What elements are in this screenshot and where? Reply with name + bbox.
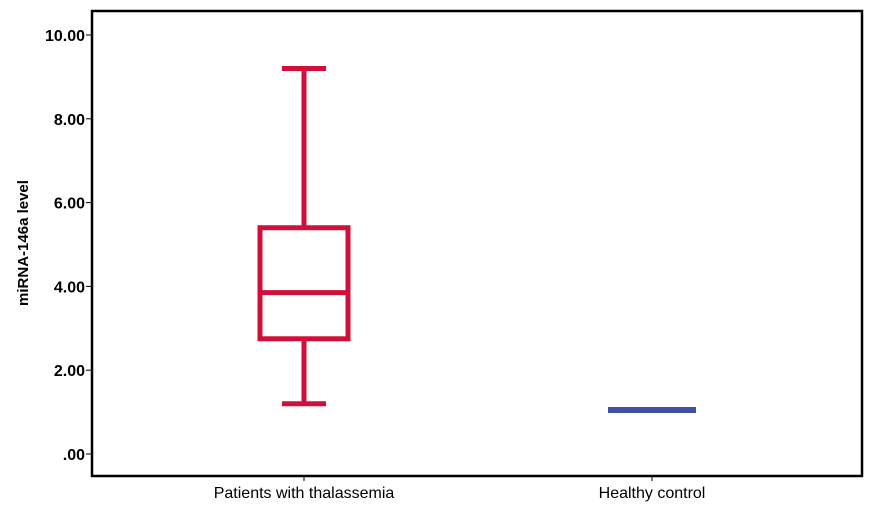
y-axis-title: miRNA-146a level — [15, 180, 32, 306]
box-series — [257, 66, 696, 414]
plot-frame — [90, 9, 864, 478]
x-category-label: Patients with thalassemia — [214, 485, 395, 502]
iqr-box — [257, 225, 351, 342]
x-axis-category-labels: Patients with thalassemia Healthy control — [214, 476, 706, 502]
y-axis-ticks: .00 2.00 4.00 6.00 8.00 10.00 — [45, 28, 92, 464]
y-tick-label: 10.00 — [45, 28, 85, 45]
y-tick-label: 6.00 — [54, 196, 85, 213]
y-tick-label: 8.00 — [54, 112, 85, 129]
box-patients — [257, 66, 351, 407]
y-tick-label: 4.00 — [54, 279, 85, 296]
y-tick-label: .00 — [63, 447, 85, 464]
y-tick-label: 2.00 — [54, 363, 85, 380]
x-category-label: Healthy control — [599, 485, 706, 502]
